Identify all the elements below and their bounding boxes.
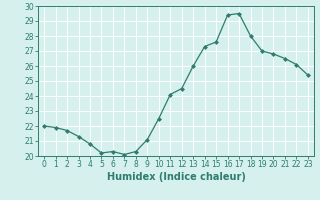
X-axis label: Humidex (Indice chaleur): Humidex (Indice chaleur) bbox=[107, 172, 245, 182]
